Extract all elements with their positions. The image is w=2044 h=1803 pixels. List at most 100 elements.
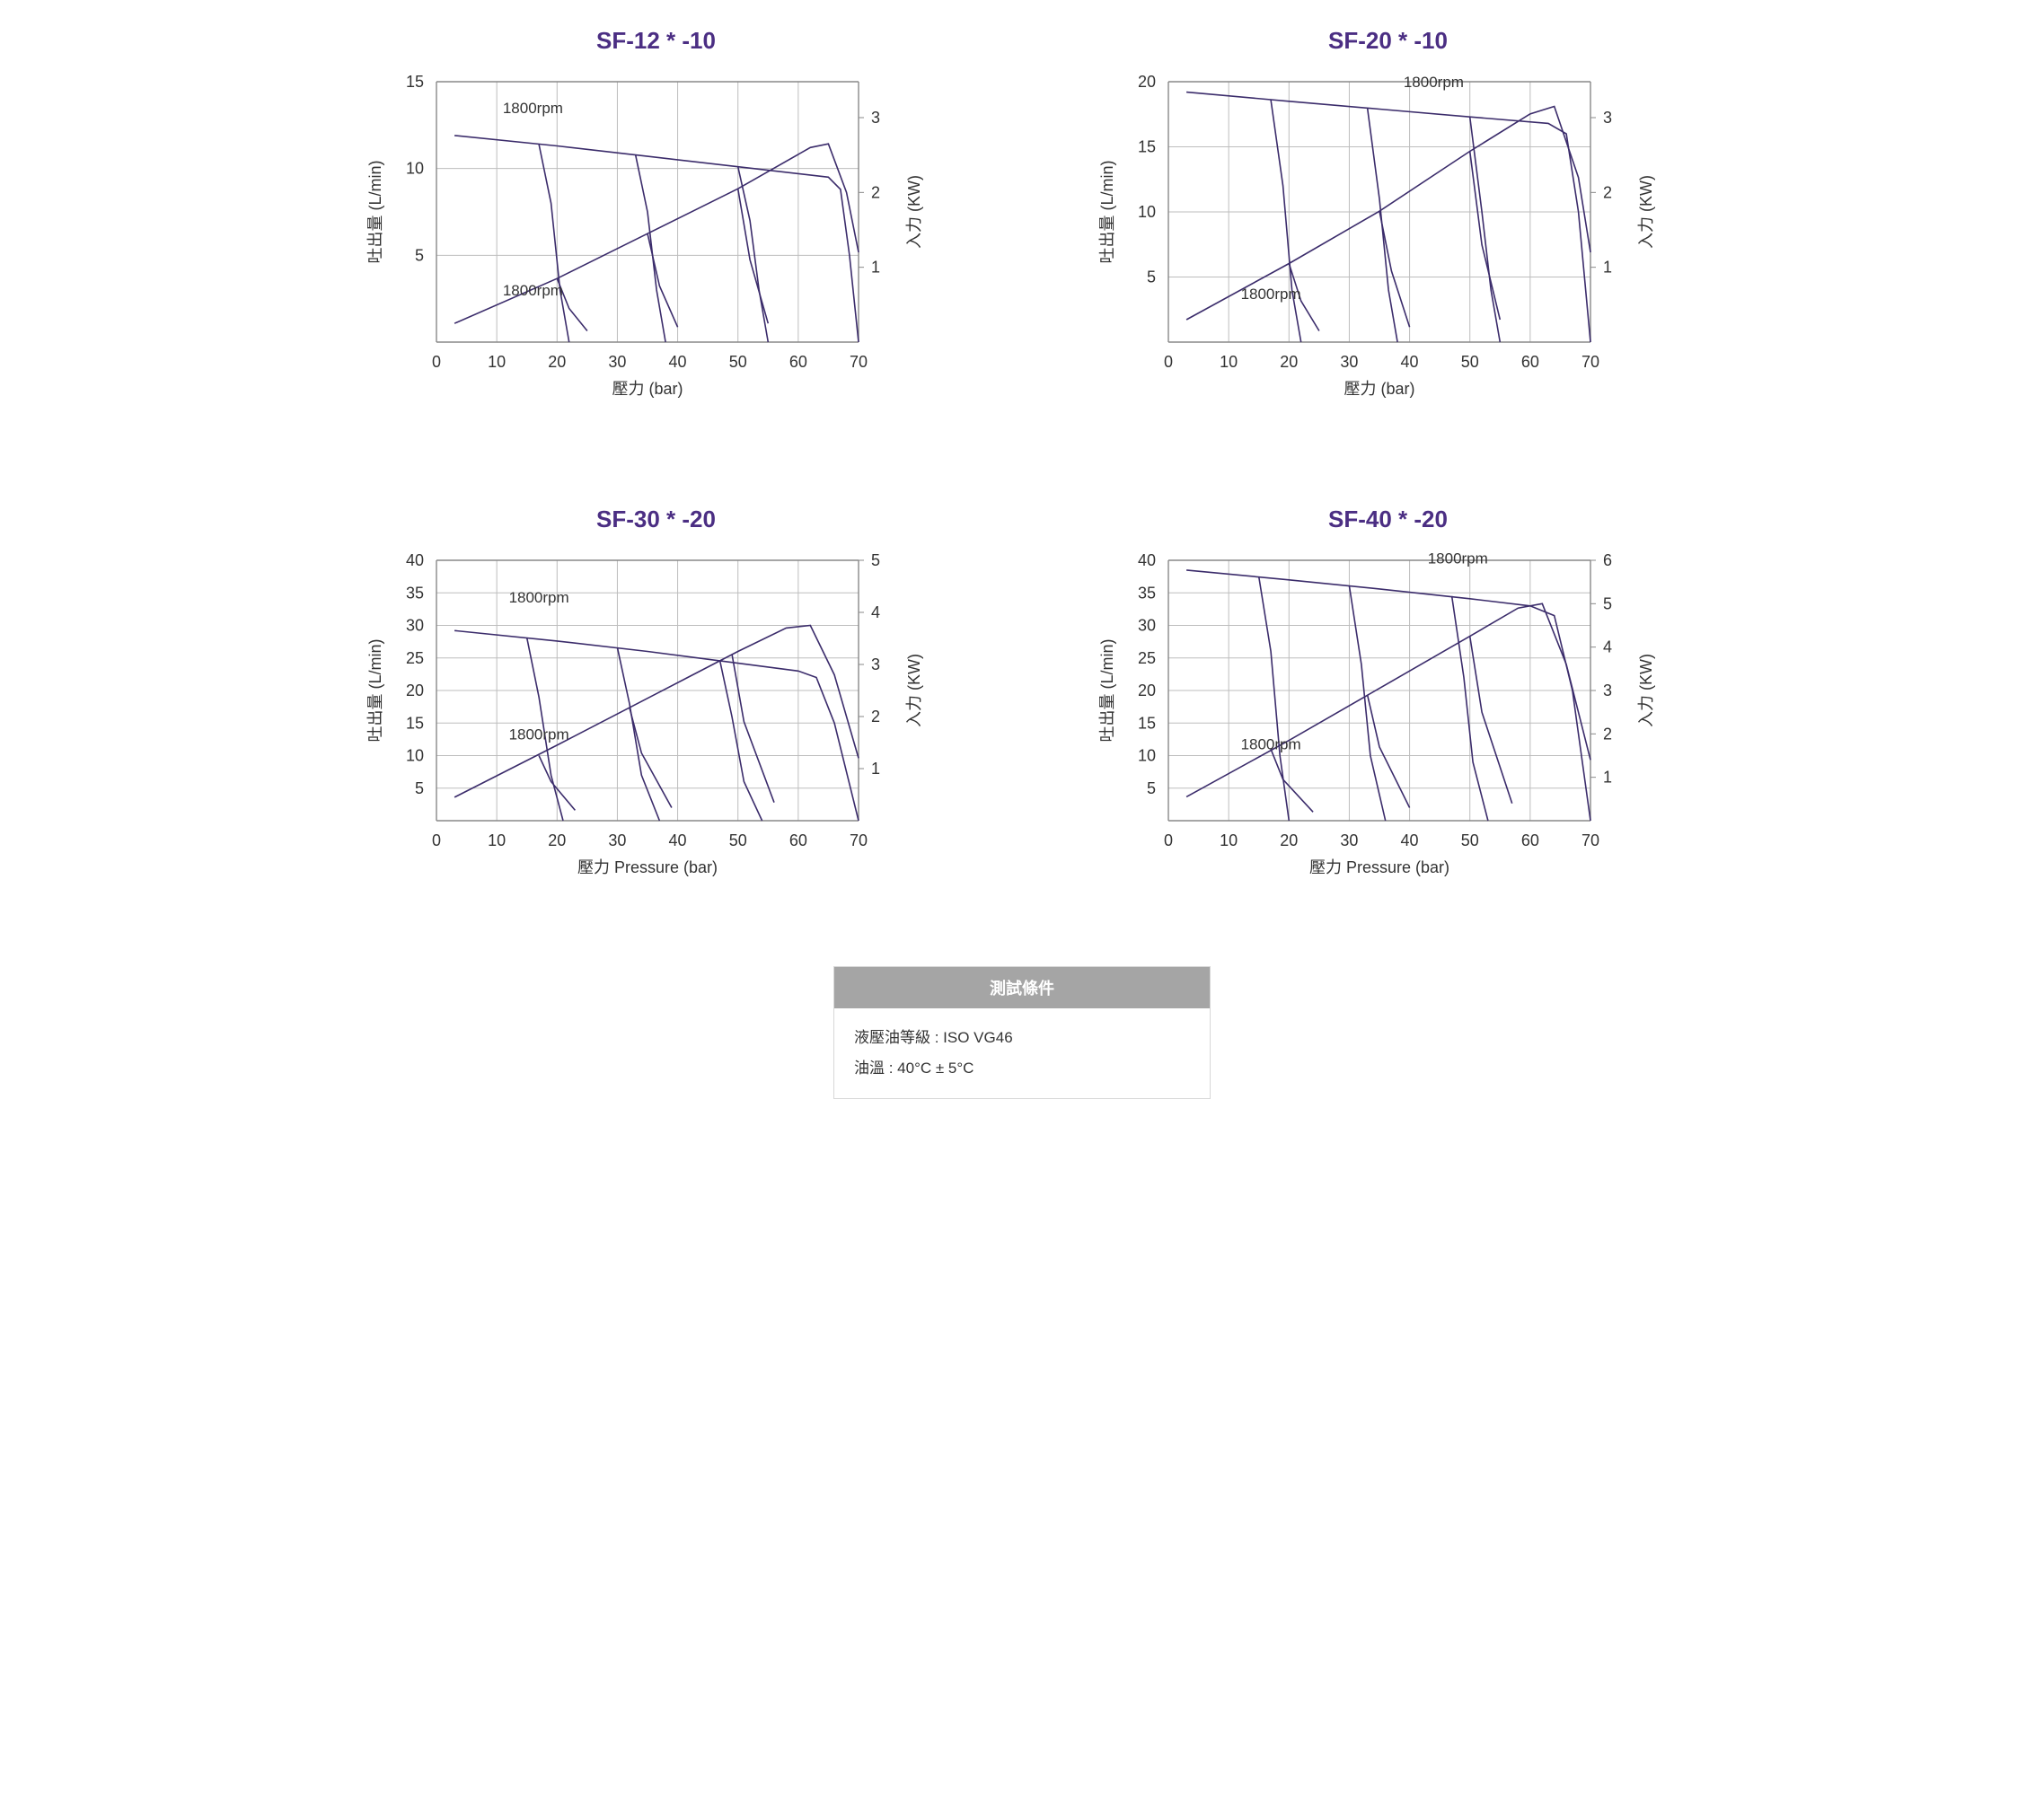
svg-text:0: 0 <box>431 353 440 371</box>
svg-text:20: 20 <box>1137 682 1155 699</box>
svg-text:壓力 (bar): 壓力 (bar) <box>612 380 683 398</box>
svg-text:10: 10 <box>1137 203 1155 221</box>
anno-sf20-1: 1800rpm <box>1240 286 1300 303</box>
svg-text:10: 10 <box>1220 353 1238 371</box>
svg-text:10: 10 <box>405 160 423 178</box>
svg-text:10: 10 <box>405 747 423 765</box>
svg-text:20: 20 <box>405 682 423 699</box>
series-sf20-flow-drop-1 <box>1271 100 1301 342</box>
svg-text:50: 50 <box>1460 353 1478 371</box>
svg-text:5: 5 <box>414 779 423 797</box>
svg-text:入力 (KW): 入力 (KW) <box>905 654 923 727</box>
chart-title-sf40: SF-40 * -20 <box>1328 506 1448 533</box>
chart-cell-sf40: SF-40 * -2001020304050607051015202530354… <box>1053 506 1722 921</box>
svg-text:吐出量 (L/min): 吐出量 (L/min) <box>1098 638 1116 742</box>
svg-text:5: 5 <box>414 246 423 264</box>
cond-line-1: 液壓油等級 : ISO VG46 <box>854 1023 1190 1053</box>
series-sf40-power-drop-3 <box>1469 637 1511 804</box>
svg-text:0: 0 <box>1163 353 1172 371</box>
svg-text:1: 1 <box>1603 259 1612 277</box>
svg-text:20: 20 <box>1137 73 1155 91</box>
svg-text:25: 25 <box>1137 649 1155 667</box>
chart-sf12: 01020304050607051015123壓力 (bar)吐出量 (L/mi… <box>342 66 971 443</box>
svg-text:40: 40 <box>405 551 423 569</box>
anno-sf12-0: 1800rpm <box>502 100 562 117</box>
svg-text:60: 60 <box>1520 831 1538 849</box>
svg-text:70: 70 <box>849 831 867 849</box>
svg-text:1: 1 <box>871 760 880 778</box>
anno-sf30-1: 1800rpm <box>508 726 568 743</box>
anno-sf40-0: 1800rpm <box>1427 550 1487 567</box>
chart-cell-sf12: SF-12 * -1001020304050607051015123壓力 (ba… <box>322 27 991 443</box>
svg-text:30: 30 <box>405 617 423 635</box>
svg-text:50: 50 <box>1460 831 1478 849</box>
svg-text:60: 60 <box>789 831 806 849</box>
svg-text:30: 30 <box>1340 831 1358 849</box>
svg-text:3: 3 <box>871 655 880 673</box>
svg-text:30: 30 <box>1340 353 1358 371</box>
test-conditions-header: 測試條件 <box>834 967 1210 1008</box>
svg-text:40: 40 <box>668 831 686 849</box>
series-sf20-power-drop-2 <box>1379 211 1410 327</box>
svg-text:10: 10 <box>488 831 506 849</box>
svg-text:1: 1 <box>1603 769 1612 787</box>
svg-text:壓力 (bar): 壓力 (bar) <box>1344 380 1414 398</box>
series-sf40-power-drop-1 <box>1271 749 1313 812</box>
svg-text:15: 15 <box>405 73 423 91</box>
svg-text:50: 50 <box>728 831 746 849</box>
svg-text:2: 2 <box>1603 183 1612 201</box>
charts-grid: SF-12 * -1001020304050607051015123壓力 (ba… <box>322 27 1722 921</box>
series-sf12-flow-drop-1 <box>539 145 569 342</box>
svg-text:入力 (KW): 入力 (KW) <box>1637 175 1655 249</box>
chart-cell-sf30: SF-30 * -2001020304050607051015202530354… <box>322 506 991 921</box>
svg-text:5: 5 <box>1146 779 1155 797</box>
svg-text:15: 15 <box>1137 714 1155 732</box>
series-sf40-flow-drop-1 <box>1258 576 1289 821</box>
chart-sf20: 0102030405060705101520123壓力 (bar)吐出量 (L/… <box>1074 66 1703 443</box>
svg-text:10: 10 <box>1137 747 1155 765</box>
svg-text:15: 15 <box>405 714 423 732</box>
svg-text:5: 5 <box>871 551 880 569</box>
series-sf30-flow-drop-2 <box>617 647 659 821</box>
svg-text:5: 5 <box>1603 594 1612 612</box>
chart-sf30: 01020304050607051015202530354012345壓力 Pr… <box>342 544 971 921</box>
svg-text:50: 50 <box>728 353 746 371</box>
svg-text:35: 35 <box>405 584 423 602</box>
svg-text:2: 2 <box>871 183 880 201</box>
svg-text:0: 0 <box>431 831 440 849</box>
svg-text:入力 (KW): 入力 (KW) <box>905 175 923 249</box>
series-sf30-flow-drop-3 <box>719 661 762 821</box>
cond-line-2: 油溫 : 40°C ± 5°C <box>854 1053 1190 1084</box>
svg-text:40: 40 <box>1400 353 1418 371</box>
chart-sf40: 010203040506070510152025303540123456壓力 P… <box>1074 544 1703 921</box>
svg-text:4: 4 <box>1603 638 1612 656</box>
svg-text:20: 20 <box>548 353 566 371</box>
svg-text:5: 5 <box>1146 268 1155 286</box>
svg-text:40: 40 <box>1400 831 1418 849</box>
svg-text:40: 40 <box>668 353 686 371</box>
svg-text:20: 20 <box>548 831 566 849</box>
svg-text:壓力 Pressure (bar): 壓力 Pressure (bar) <box>1308 858 1449 876</box>
svg-text:6: 6 <box>1603 551 1612 569</box>
anno-sf12-1: 1800rpm <box>502 282 562 299</box>
svg-text:3: 3 <box>871 109 880 127</box>
test-conditions-box: 測試條件 液壓油等級 : ISO VG46 油溫 : 40°C ± 5°C <box>833 966 1211 1099</box>
series-sf20-flow-drop-3 <box>1469 117 1500 342</box>
svg-text:30: 30 <box>1137 617 1155 635</box>
svg-text:25: 25 <box>405 649 423 667</box>
svg-text:吐出量 (L/min): 吐出量 (L/min) <box>366 160 384 263</box>
svg-text:20: 20 <box>1280 831 1298 849</box>
svg-text:10: 10 <box>488 353 506 371</box>
anno-sf20-0: 1800rpm <box>1403 74 1463 91</box>
svg-text:35: 35 <box>1137 584 1155 602</box>
svg-text:70: 70 <box>1581 353 1599 371</box>
svg-text:20: 20 <box>1280 353 1298 371</box>
svg-text:壓力 Pressure (bar): 壓力 Pressure (bar) <box>577 858 717 876</box>
svg-text:0: 0 <box>1163 831 1172 849</box>
chart-title-sf12: SF-12 * -10 <box>596 27 716 55</box>
test-conditions-body: 液壓油等級 : ISO VG46 油溫 : 40°C ± 5°C <box>834 1008 1210 1098</box>
svg-text:2: 2 <box>1603 725 1612 743</box>
series-sf40-power-drop-2 <box>1367 695 1409 808</box>
svg-text:入力 (KW): 入力 (KW) <box>1637 654 1655 727</box>
svg-text:2: 2 <box>871 708 880 726</box>
